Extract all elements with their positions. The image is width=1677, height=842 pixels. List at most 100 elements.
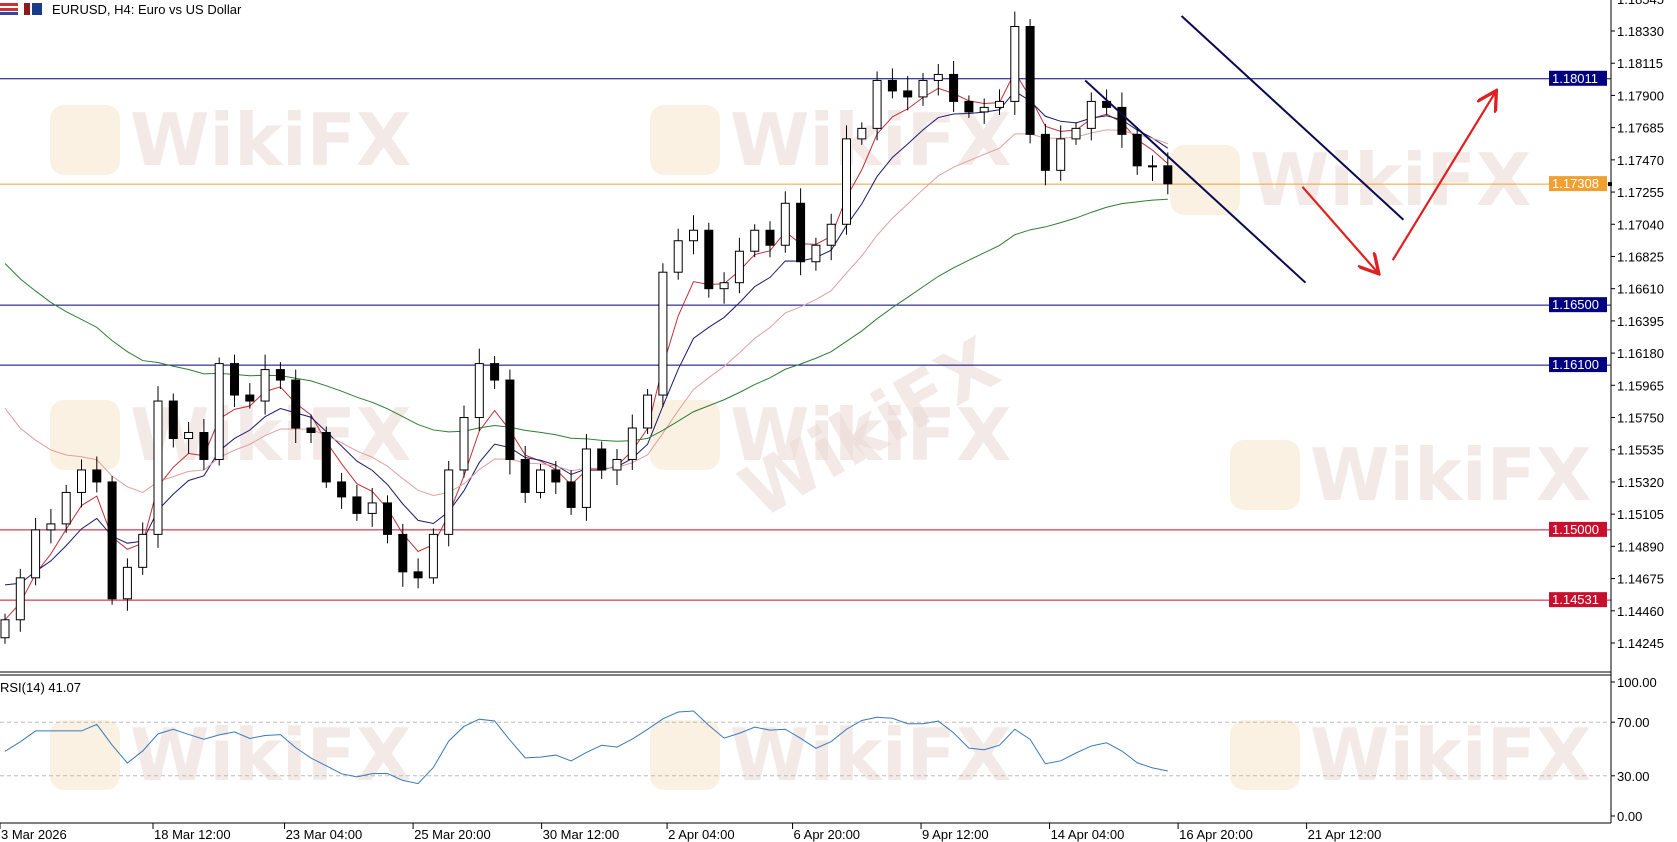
chart-title-bar: EURUSD, H4: Euro vs US Dollar [0,0,241,18]
candle [979,98,989,124]
candle [887,68,897,99]
channel-line [1180,15,1405,221]
candle-body [153,400,163,535]
candle [77,459,86,508]
watermark-logo-icon [1230,720,1300,790]
candle-body [428,533,438,579]
price-level-badge-label: 1.14531 [1552,592,1599,607]
candle-body [536,469,545,493]
candle-body [964,100,974,113]
candle-body [1010,26,1020,102]
candle-body [1117,106,1127,135]
candle [230,354,239,408]
candle [428,528,438,584]
time-tick-label: 3 Mar 2026 [1,827,67,842]
candle-body [230,363,239,396]
candle [1010,11,1020,115]
candle [0,613,10,644]
candle [214,357,224,466]
candle [122,558,132,611]
candle-body [1056,138,1066,171]
candle [689,215,698,255]
candle [842,125,851,235]
chart-type-icon[interactable] [24,3,42,15]
candle [1025,19,1035,144]
candle-body [31,529,41,579]
candle [444,460,454,547]
candle-body [214,363,224,460]
candle [750,224,760,258]
watermark-logo-icon [650,105,720,175]
price-tick-label: 1.17685 [1617,121,1664,136]
candle [352,484,362,521]
watermark-logo-icon [650,400,720,470]
candle [780,191,790,253]
price-level-badge [1549,70,1607,86]
candle [306,414,316,443]
candle [490,356,500,390]
candle [949,60,959,112]
chart-window-icon[interactable] [0,3,18,15]
candle [459,405,469,478]
watermark-text: WikiFX [130,98,411,182]
candle-body [995,100,1004,108]
candle-body [459,417,469,471]
price-level-badge [1549,592,1607,608]
candle-body [77,469,86,493]
candle [107,475,117,605]
candle [734,237,744,294]
candle-body [1086,100,1096,129]
channel-line [1084,79,1307,284]
candle-body [199,432,209,460]
time-tick-label: 21 Apr 12:00 [1308,827,1382,842]
candle-body [337,481,347,498]
candle-body [1132,133,1142,167]
price-tick-label: 1.17255 [1617,185,1664,200]
candle [704,222,714,298]
candle [765,221,775,258]
price-tick-label: 1.14460 [1617,604,1664,619]
watermark-logo-icon [50,720,120,790]
price-tick-label: 1.16180 [1617,346,1664,361]
candle [643,389,653,435]
candle-body [551,469,561,483]
price-level-badge [1549,297,1607,313]
time-tick-label: 9 Apr 12:00 [922,827,989,842]
candle [199,419,209,470]
time-tick-label: 18 Mar 12:00 [154,827,231,842]
candle [964,95,974,118]
candle-body [15,577,25,621]
price-tick-label: 1.15320 [1617,475,1664,490]
annotations [1084,15,1495,284]
candle-body [857,127,867,140]
watermark-logo-icon [1170,145,1240,215]
price-tick-label: 1.17470 [1617,153,1664,168]
candle-body [398,533,408,573]
watermark-text: WikiFX [130,713,411,797]
price-tick-label: 1.16395 [1617,314,1664,329]
candle-body [0,619,10,639]
price-tick-label: 1.14245 [1617,636,1664,651]
candle [92,456,102,493]
price-tick-label: 1.18545 [1617,0,1664,7]
candle [61,484,71,533]
watermark-logo-icon [50,400,120,470]
candle [505,369,515,475]
rsi-tick-label: 70.00 [1617,715,1650,730]
candle [597,441,607,479]
price-level-badge-label: 1.16500 [1552,297,1599,312]
candle [1040,123,1050,186]
candle-body [811,244,821,263]
candle-body [474,363,484,419]
candle [826,213,836,261]
candle [153,386,163,548]
candle [811,237,821,271]
candle-body [780,202,790,246]
candles [0,11,1173,644]
watermark-text: WikiFX [730,713,1011,797]
rsi-tick-label: 30.00 [1617,769,1650,784]
candle [551,460,561,494]
candle [337,472,347,509]
